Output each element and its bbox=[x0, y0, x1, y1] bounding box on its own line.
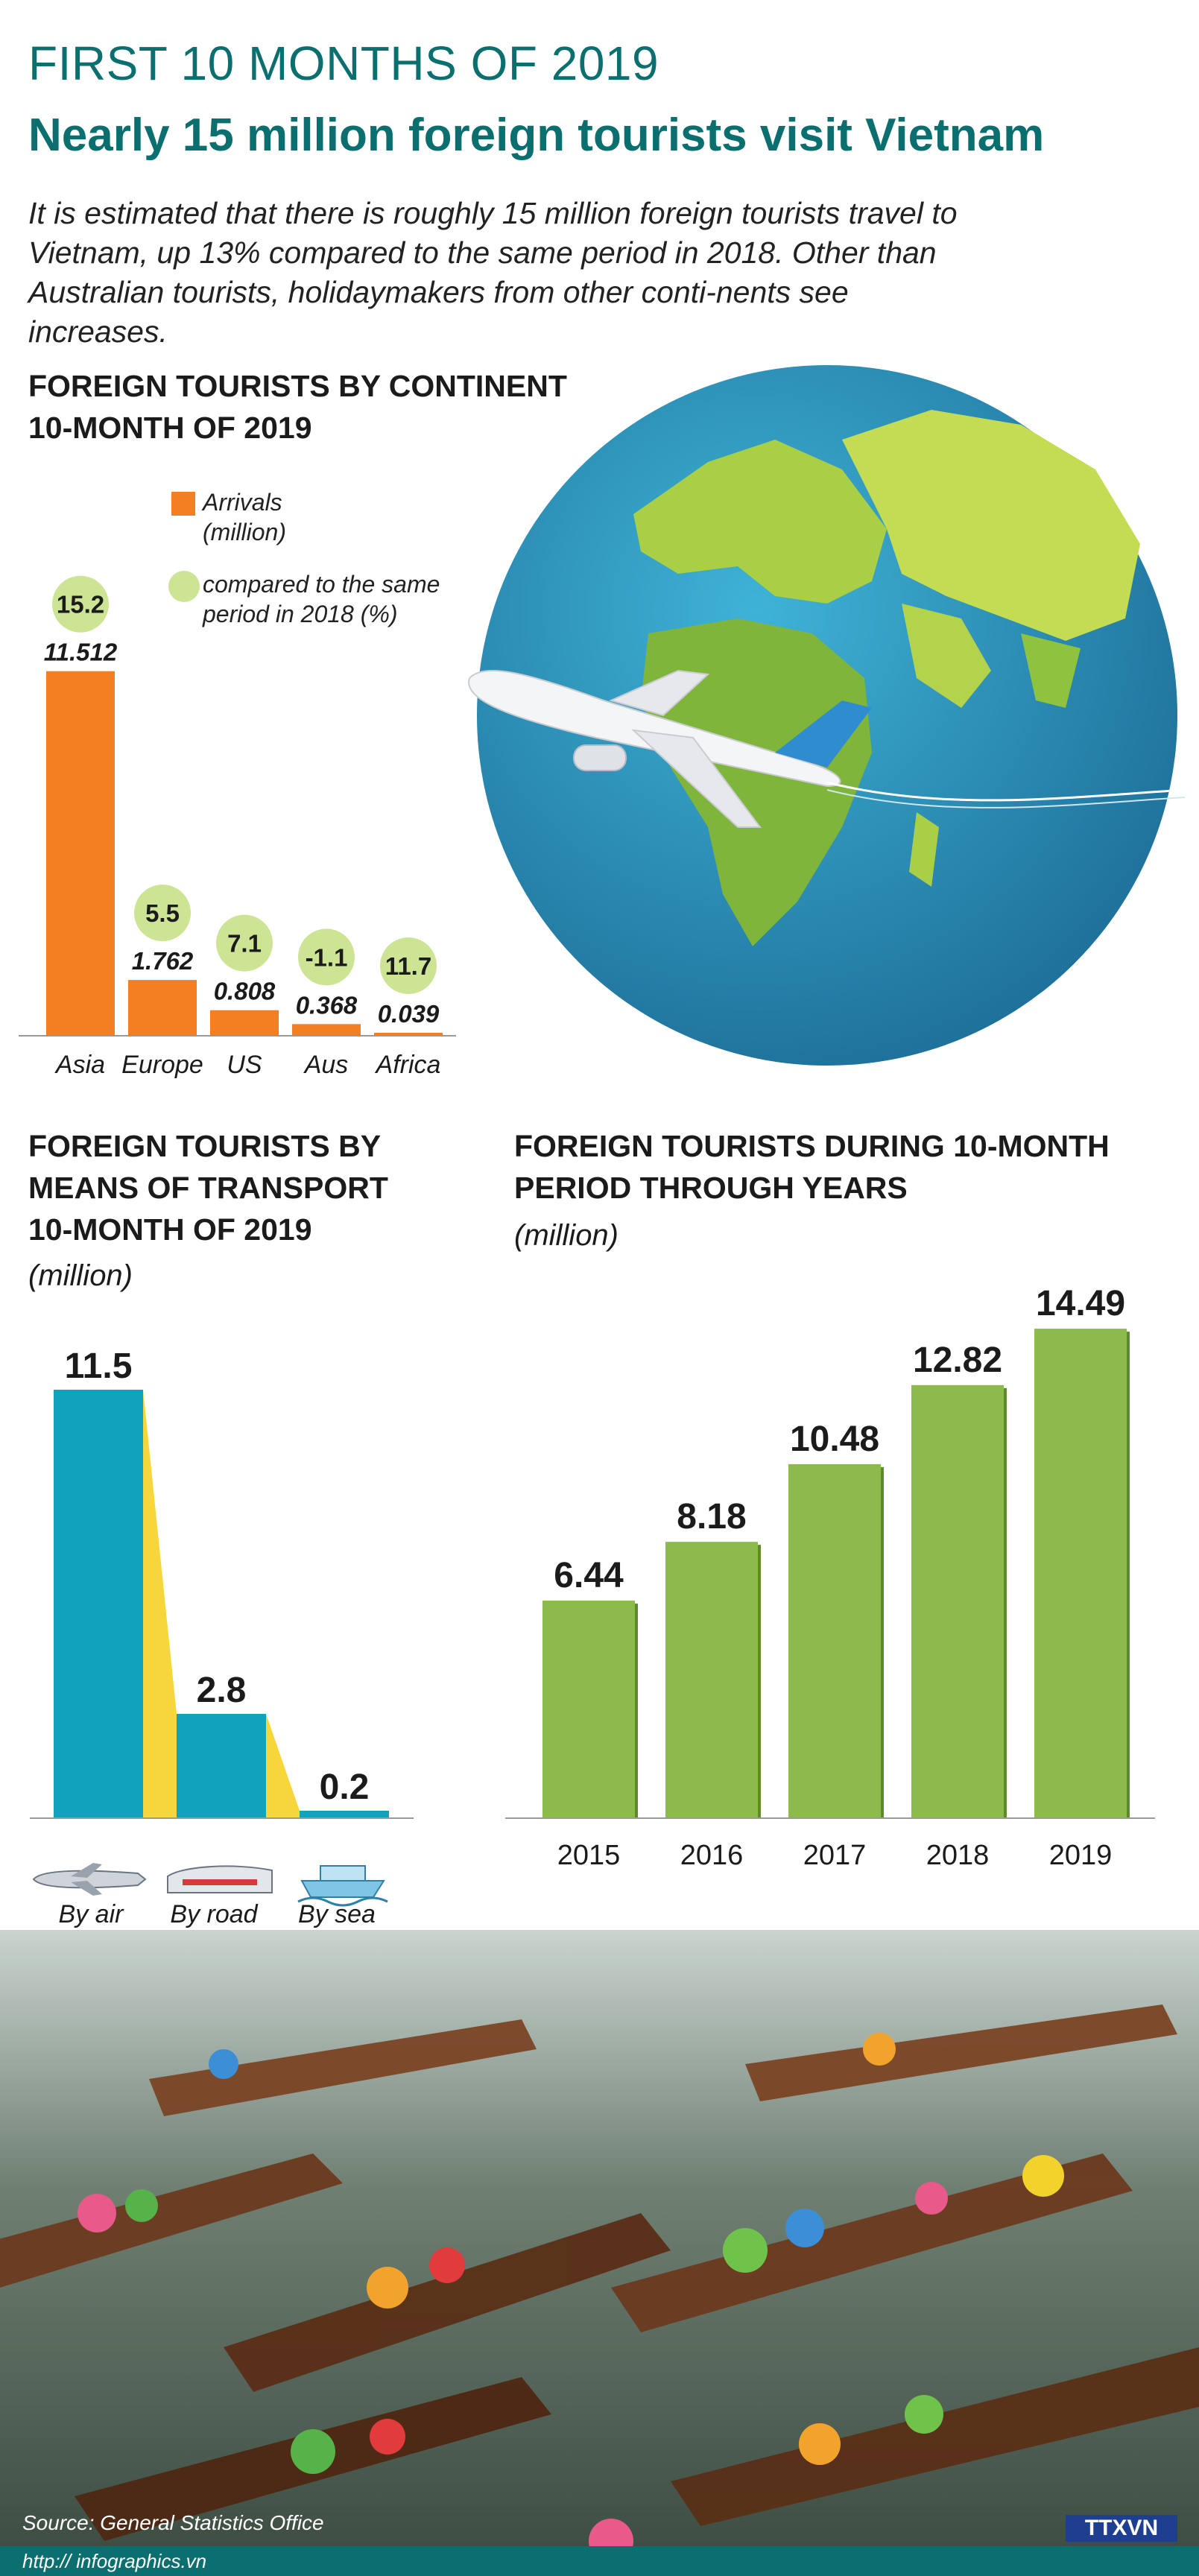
footer-url[interactable]: http:// infographics.vn bbox=[22, 2550, 207, 2572]
continent-category-label: Europe bbox=[121, 1051, 203, 1079]
years-chart: 6.44 2015 8.18 2016 10.48 2017 12.82 2018 14.49 2… bbox=[505, 1284, 1155, 1871]
transport-title-1: FOREIGN TOURISTS BY bbox=[28, 1129, 382, 1163]
continent-bar bbox=[374, 1033, 443, 1036]
continent-category-label: Africa bbox=[375, 1051, 441, 1079]
years-value-label: 14.49 bbox=[1036, 1284, 1125, 1323]
continent-growth-label: -1.1 bbox=[306, 943, 348, 971]
years-value-label: 12.82 bbox=[913, 1341, 1002, 1380]
globe-land-europe bbox=[633, 440, 887, 604]
airplane-icon bbox=[32, 1863, 147, 1896]
continent-growth-label: 11.7 bbox=[385, 952, 431, 980]
transport-category-label: By road bbox=[170, 1900, 258, 1928]
continent-category-label: Asia bbox=[54, 1051, 105, 1079]
transport-bar bbox=[300, 1811, 389, 1818]
continent-value-label: 0.039 bbox=[378, 1000, 440, 1028]
transport-value-label: 2.8 bbox=[197, 1671, 247, 1710]
continent-growth-label: 5.5 bbox=[145, 899, 180, 927]
ship-icon-cabin bbox=[320, 1865, 366, 1882]
years-category-label: 2015 bbox=[557, 1840, 621, 1871]
continent-growth-bubble bbox=[52, 575, 109, 633]
globe-land-madagascar bbox=[909, 812, 939, 887]
continent-category-label: Aus bbox=[303, 1051, 349, 1079]
legend-arrivals-swatch bbox=[171, 492, 195, 516]
years-unit: (million) bbox=[514, 1219, 619, 1252]
ship-icon bbox=[297, 1865, 388, 1907]
legend-arrivals-label-2: (million) bbox=[203, 519, 286, 545]
transport-bar bbox=[177, 1714, 266, 1818]
transport-value-label: 0.2 bbox=[320, 1768, 370, 1807]
transport-title-2: MEANS OF TRANSPORT bbox=[28, 1171, 388, 1205]
globe-land-india bbox=[1021, 633, 1081, 708]
years-bar bbox=[788, 1463, 881, 1818]
continent-value-label: 0.808 bbox=[214, 978, 276, 1005]
continent-category-label: US bbox=[227, 1051, 262, 1079]
continent-bar bbox=[292, 1024, 361, 1036]
airplane-illustration bbox=[468, 669, 1186, 828]
continent-growth-bubble bbox=[380, 937, 437, 994]
transport-connector bbox=[143, 1390, 177, 1818]
airplane-icon-wings bbox=[71, 1863, 102, 1896]
globe-land-arabia bbox=[902, 604, 991, 708]
years-title-2: PERIOD THROUGH YEARS bbox=[514, 1171, 908, 1205]
continent-title-1: FOREIGN TOURISTS BY CONTINENT bbox=[28, 369, 567, 403]
years-category-label: 2019 bbox=[1049, 1840, 1113, 1871]
years-value-label: 6.44 bbox=[554, 1556, 624, 1595]
transport-category-label: By air bbox=[59, 1900, 125, 1928]
years-bar bbox=[542, 1601, 635, 1818]
footer-bar bbox=[0, 2546, 1199, 2576]
continent-value-label: 11.512 bbox=[44, 639, 118, 666]
continent-growth-bubble bbox=[134, 884, 191, 942]
continent-value-label: 0.368 bbox=[296, 991, 358, 1019]
years-bar bbox=[1034, 1329, 1127, 1818]
continent-growth-bubble bbox=[298, 928, 355, 986]
continent-growth-label: 7.1 bbox=[227, 930, 262, 958]
continent-value-label: 1.762 bbox=[132, 947, 194, 975]
legend-compare-swatch bbox=[168, 571, 200, 602]
continent-chart: 11.512 15.2 Asia 1.762 5.5 Europe 0.808 7.1 US 0.… bbox=[19, 575, 456, 1079]
ship-icon-hull bbox=[300, 1880, 385, 1898]
header-title: FIRST 10 MONTHS OF 2019 bbox=[28, 37, 659, 90]
continent-bar bbox=[128, 980, 197, 1036]
continent-growth-bubble bbox=[216, 914, 273, 972]
continent-title-2: 10-MONTH OF 2019 bbox=[28, 411, 312, 445]
globe-land-asia bbox=[842, 410, 1140, 641]
transport-connector bbox=[266, 1714, 300, 1818]
years-category-label: 2016 bbox=[680, 1840, 744, 1871]
legend-arrivals-label-1: Arrivals bbox=[203, 489, 282, 516]
train-icon-stripe bbox=[183, 1879, 257, 1885]
years-title-1: FOREIGN TOURISTS DURING 10-MONTH bbox=[514, 1129, 1110, 1163]
transport-title-3: 10-MONTH OF 2019 bbox=[28, 1212, 312, 1247]
floating-market-photo bbox=[0, 1930, 1199, 2576]
transport-bar bbox=[54, 1390, 143, 1818]
continent-bar bbox=[210, 1010, 279, 1036]
years-category-label: 2018 bbox=[926, 1840, 990, 1871]
continent-growth-label: 15.2 bbox=[57, 591, 104, 618]
globe-land-africa bbox=[641, 618, 872, 946]
ship-icon-waves bbox=[297, 1896, 388, 1907]
years-value-label: 8.18 bbox=[677, 1497, 746, 1537]
header-subtitle: Nearly 15 million foreign tourists visit… bbox=[28, 110, 1045, 161]
intro-paragraph: It is estimated that there is roughly 15… bbox=[28, 196, 958, 349]
source-note: Source: General Statistics Office bbox=[22, 2511, 324, 2534]
years-category-label: 2017 bbox=[803, 1840, 867, 1871]
transport-unit: (million) bbox=[28, 1259, 133, 1292]
years-value-label: 10.48 bbox=[790, 1420, 879, 1459]
ttxvn-logo: TTXVN bbox=[1066, 2515, 1177, 2542]
legend-compare-label-2: period in 2018 (%) bbox=[203, 601, 398, 627]
years-bar bbox=[665, 1542, 758, 1818]
globe-illustration bbox=[468, 365, 1186, 1066]
years-bar bbox=[911, 1384, 1004, 1818]
transport-value-label: 11.5 bbox=[65, 1346, 133, 1386]
continent-bar bbox=[46, 671, 115, 1036]
train-icon bbox=[167, 1865, 273, 1893]
legend-compare-label-1: compared to the same bbox=[203, 571, 440, 598]
airplane-icon-body bbox=[32, 1870, 147, 1889]
